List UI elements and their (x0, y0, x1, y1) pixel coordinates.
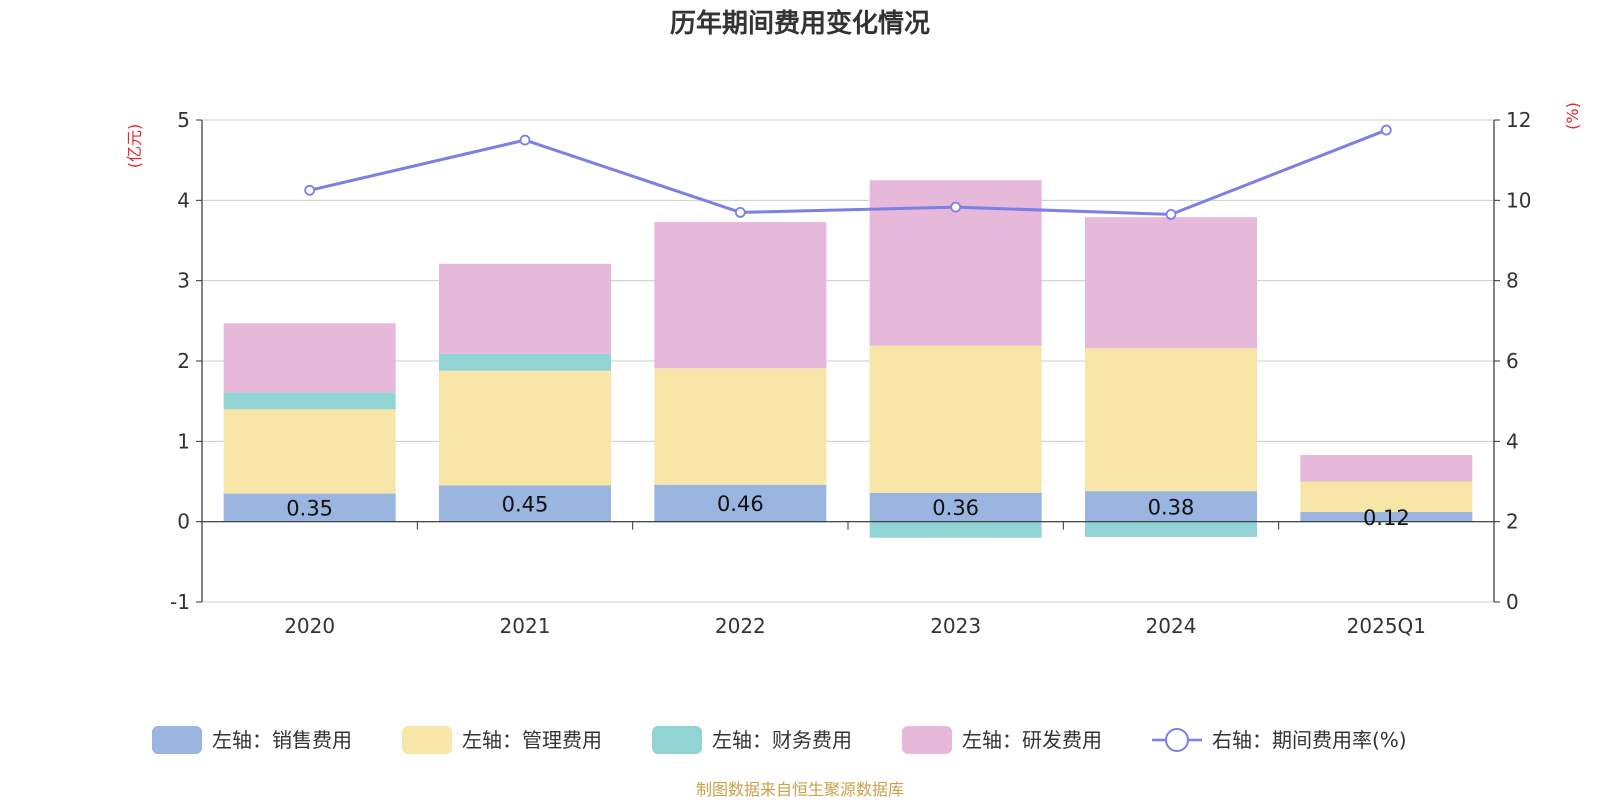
legend-label-admin: 左轴：管理费用 (462, 728, 602, 752)
bar-rd (1085, 217, 1257, 349)
rate-line (304, 124, 1392, 220)
x-tick-label: 2022 (715, 614, 766, 638)
bar-admin (439, 370, 611, 486)
bar-sales (223, 493, 396, 522)
bar-sales (1300, 512, 1473, 522)
rate-point (950, 201, 962, 213)
x-tick-label: 2024 (1146, 614, 1197, 638)
data-label-sales: 0.35 (286, 497, 333, 521)
bar-admin (1085, 348, 1257, 492)
bar-admin (1300, 481, 1473, 513)
right-tick-label: 10 (1506, 188, 1531, 212)
bar-admin (223, 409, 396, 494)
bar-finance (223, 392, 396, 410)
left-tick-label: 5 (177, 108, 190, 132)
data-labels: 0.35 0.45 0.46 0.36 0.38 0.12 (286, 492, 1409, 530)
right-tick-label: 2 (1506, 510, 1519, 534)
rate-point (304, 184, 316, 196)
bar-finance (1085, 521, 1257, 537)
right-tick-label: 4 (1506, 429, 1519, 453)
right-tick-label: 8 (1506, 269, 1519, 293)
legend: 左轴：销售费用 左轴：管理费用 左轴：财务费用 左轴：研发费用 右轴：期间费用率(%) (152, 726, 1407, 754)
rate-line-path (309, 128, 1387, 216)
x-tick-label: 2023 (930, 614, 981, 638)
grid-lines (202, 119, 1494, 603)
rate-point (519, 134, 531, 146)
x-tick-label: 2021 (500, 614, 551, 638)
legend-marker-rate (1165, 728, 1189, 752)
left-tick-label: 0 (177, 510, 190, 534)
bar-sales (439, 485, 611, 522)
legend-label-finance: 左轴：财务费用 (712, 728, 852, 752)
bar-rd (223, 323, 396, 393)
data-label-sales: 0.38 (1148, 495, 1195, 519)
bar-finance (439, 353, 611, 371)
rate-point (1165, 208, 1177, 220)
left-tick-label: 3 (177, 269, 190, 293)
right-tick-label: 0 (1506, 590, 1519, 614)
right-tick-label: 6 (1506, 349, 1519, 373)
right-tick-label: 12 (1506, 108, 1531, 132)
source-note: 制图数据来自恒生聚源数据库 (696, 780, 904, 799)
bar-sales (1085, 491, 1257, 522)
legend-swatch-rd (902, 726, 952, 754)
left-tick-label: 4 (177, 188, 190, 212)
x-tick-label: 2020 (284, 614, 335, 638)
legend-label-sales: 左轴：销售费用 (212, 728, 352, 752)
data-label-sales: 0.36 (932, 496, 979, 520)
chart-title: 历年期间费用变化情况 (670, 8, 930, 39)
bar-sales (654, 484, 827, 522)
bar-rd (1300, 454, 1473, 482)
rate-point (734, 206, 746, 218)
right-axis-unit: (%) (1563, 102, 1582, 130)
left-axis-unit: (亿元) (125, 124, 144, 169)
rate-point (1380, 124, 1392, 136)
bar-sales (869, 492, 1042, 522)
legend-label-rd: 左轴：研发费用 (962, 728, 1102, 752)
legend-swatch-finance (652, 726, 702, 754)
bar-rd (439, 263, 611, 354)
left-tick-label: 1 (177, 429, 190, 453)
bar-rd (654, 222, 827, 369)
left-tick-label: -1 (170, 590, 190, 614)
data-label-sales: 0.12 (1363, 506, 1410, 530)
legend-swatch-sales (152, 726, 202, 754)
left-tick-label: 2 (177, 349, 190, 373)
bars (223, 180, 1473, 538)
legend-swatch-admin (402, 726, 452, 754)
bar-admin (869, 345, 1042, 493)
legend-label-rate: 右轴：期间费用率(%) (1212, 728, 1407, 752)
data-label-sales: 0.46 (717, 492, 764, 516)
x-tick-label: 2025Q1 (1347, 614, 1426, 638)
data-label-sales: 0.45 (502, 493, 549, 517)
bar-finance (869, 521, 1042, 538)
bar-admin (654, 368, 827, 485)
